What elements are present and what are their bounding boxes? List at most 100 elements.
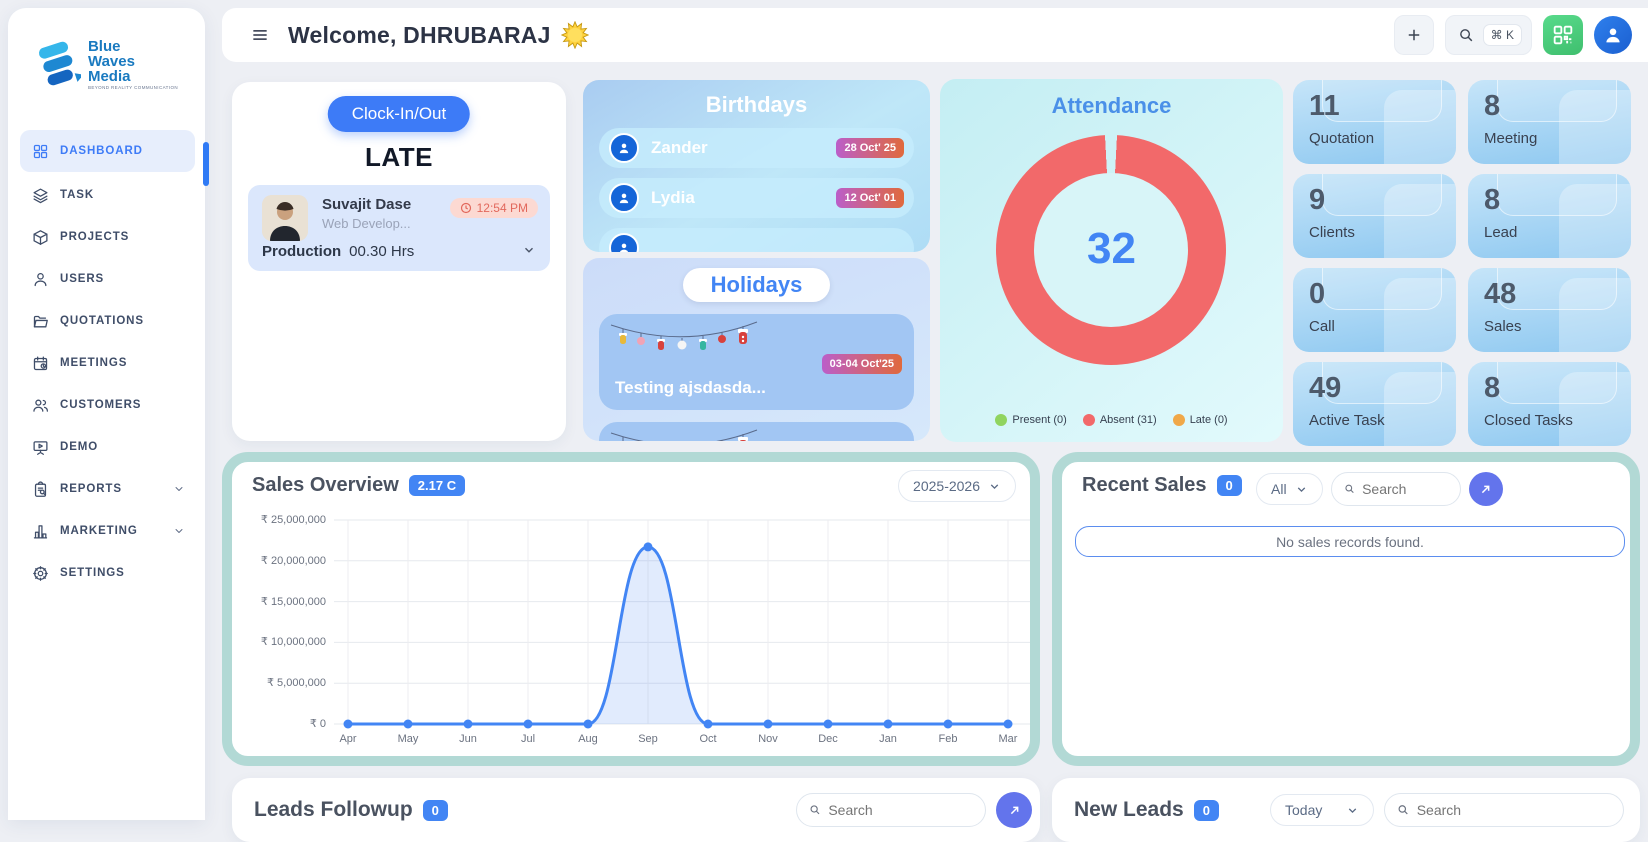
page-title: Welcome, DHRUBARAJ [288, 21, 551, 48]
search-icon [1344, 484, 1354, 493]
leads-followup-search-input[interactable] [828, 802, 973, 818]
leads-followup-export-button[interactable] [996, 792, 1032, 828]
stat-label: Meeting [1484, 130, 1538, 147]
search-icon [1398, 805, 1408, 815]
chart-plot-area [334, 519, 1030, 729]
stat-value: 8 [1484, 372, 1501, 404]
holiday-decoration [610, 321, 758, 350]
stat-card-meeting[interactable]: 8 Meeting [1468, 80, 1631, 164]
stat-label: Closed Tasks [1484, 412, 1573, 429]
qr-code-icon [1553, 25, 1573, 45]
employee-clock-row: Suvajit Dase Web Develop... 12:54 PM Pro… [248, 185, 550, 271]
legend-label: Late (0) [1189, 414, 1228, 426]
attendance-total: 32 [1087, 224, 1136, 273]
settings-icon [32, 565, 49, 582]
legend-label: Present (0) [1012, 414, 1067, 426]
attendance-donut-chart [996, 135, 1226, 365]
new-leads-title: New Leads [1074, 798, 1184, 821]
leads-followup-card: Leads Followup 0 [232, 778, 1040, 842]
stat-card-active-task[interactable]: 49 Active Task [1293, 362, 1456, 446]
qr-scan-button[interactable] [1543, 15, 1583, 55]
recent-sales-count-badge: 0 [1216, 475, 1242, 496]
header-actions: ⌘ K [1393, 15, 1632, 55]
x-axis-tick: Oct [699, 733, 717, 745]
employee-photo [262, 195, 308, 241]
y-axis-tick: ₹ 10,000,000 [260, 636, 326, 649]
sidebar-item-users[interactable]: USERS [8, 258, 205, 300]
stat-label: Lead [1484, 224, 1518, 241]
year-range-dropdown[interactable]: 2025-2026 [898, 470, 1016, 502]
chevron-down-icon[interactable] [522, 243, 536, 257]
global-search-button[interactable]: ⌘ K [1444, 15, 1532, 55]
clock-in-time-pill: 12:54 PM [449, 198, 538, 218]
user-avatar[interactable] [1594, 16, 1632, 54]
holiday-decoration [610, 429, 758, 441]
sidebar-item-settings[interactable]: SETTINGS [8, 552, 205, 594]
birthday-name: Zander [651, 138, 708, 157]
chevron-down-icon [173, 483, 185, 495]
person-icon [609, 233, 639, 252]
reports-icon [32, 480, 49, 498]
stat-label: Clients [1309, 224, 1355, 241]
add-button[interactable] [1393, 15, 1434, 55]
stat-card-clients[interactable]: 9 Clients [1293, 174, 1456, 258]
users-icon [32, 271, 49, 288]
arrow-up-right-icon [1481, 485, 1490, 493]
recent-sales-title: Recent Sales [1082, 474, 1207, 496]
stat-card-call[interactable]: 0 Call [1293, 268, 1456, 352]
new-leads-filter-dropdown[interactable]: Today [1270, 794, 1374, 826]
sidebar-item-demo[interactable]: DEMO [8, 426, 205, 468]
sidebar-item-quotations[interactable]: QUOTATIONS [8, 300, 205, 342]
stat-card-sales[interactable]: 48 Sales [1468, 268, 1631, 352]
recent-sales-filter-dropdown[interactable]: All [1256, 473, 1323, 505]
sun-emoji-icon [560, 21, 589, 49]
stat-value: 8 [1484, 90, 1501, 122]
stat-card-closed-tasks[interactable]: 8 Closed Tasks [1468, 362, 1631, 446]
clock-in-out-button[interactable]: Clock-In/Out [327, 96, 471, 132]
birthdays-list: Zander 28 Oct' 25 Lydia 12 Oct' 01 [599, 128, 914, 252]
stat-card-lead[interactable]: 8 Lead [1468, 174, 1631, 258]
dashboard-icon [32, 143, 49, 160]
leads-followup-search[interactable] [796, 793, 986, 827]
attendance-title: Attendance [1051, 93, 1172, 118]
holidays-title: Holidays [682, 268, 831, 302]
sidebar-item-dashboard[interactable]: DASHBOARD [20, 130, 195, 172]
stat-card-quotation[interactable]: 11 Quotation [1293, 80, 1456, 164]
sidebar-item-label: TASK [60, 189, 95, 201]
recent-sales-export-button[interactable] [1468, 472, 1503, 506]
active-item-indicator [203, 142, 209, 186]
x-axis-tick: Dec [818, 733, 838, 745]
new-leads-count-badge: 0 [1193, 799, 1219, 821]
chevron-down-icon [1297, 486, 1305, 492]
sidebar-item-meetings[interactable]: MEETINGS [8, 342, 205, 384]
sidebar-item-projects[interactable]: PROJECTS [8, 216, 205, 258]
sidebar-item-task[interactable]: TASK [8, 174, 205, 216]
sidebar-item-marketing[interactable]: MARKETING [8, 510, 205, 552]
legend-item: Late (0) [1172, 414, 1228, 426]
stat-value: 8 [1484, 184, 1501, 216]
recent-sales-search[interactable] [1330, 472, 1461, 506]
x-axis-tick: Sep [638, 733, 658, 745]
menu-icon[interactable] [250, 25, 270, 45]
marketing-icon [32, 523, 49, 540]
stat-value: 9 [1309, 184, 1326, 216]
stat-label: Active Task [1309, 412, 1385, 429]
search-icon [1458, 27, 1475, 44]
birthday-item: Lydia 12 Oct' 01 [599, 178, 914, 218]
x-axis-tick: Jun [459, 733, 477, 745]
x-axis-tick: Jan [879, 733, 897, 745]
holiday-item [599, 422, 914, 441]
person-icon [609, 183, 639, 213]
x-axis-tick: May [397, 733, 419, 745]
birthdays-title: Birthdays [705, 92, 808, 117]
recent-sales-search-input[interactable] [1362, 481, 1448, 497]
sidebar-item-customers[interactable]: CUSTOMERS [8, 384, 205, 426]
blue-waves-logo-icon [38, 41, 81, 86]
task-icon [32, 187, 49, 204]
demo-icon [32, 439, 49, 456]
stat-value: 11 [1309, 90, 1340, 122]
new-leads-search[interactable] [1384, 793, 1624, 827]
sidebar-item-reports[interactable]: REPORTS [8, 468, 205, 510]
new-leads-search-input[interactable] [1416, 802, 1611, 818]
y-axis-tick: ₹ 0 [309, 718, 326, 730]
